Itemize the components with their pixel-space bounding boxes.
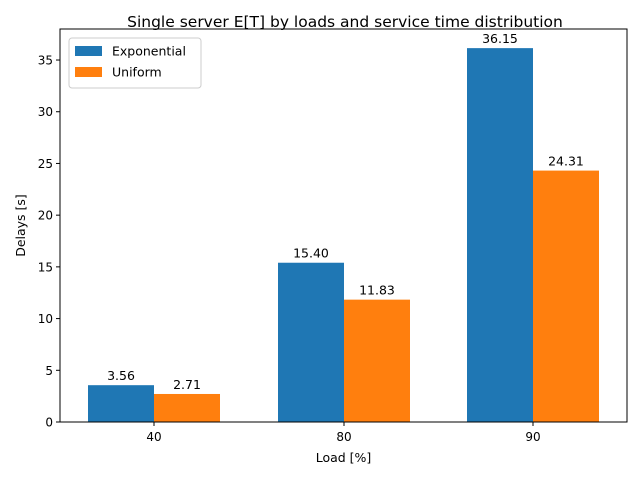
plot-area: 3.56 15.40 36.15 2.71 11.83 24.31 0 5 10 15 20 25 30… [38, 31, 599, 444]
x-tick-label-80: 80 [336, 430, 351, 444]
legend-label-exponential: Exponential [112, 44, 186, 59]
legend-swatch-uniform [75, 67, 102, 77]
y-tick-label-35: 35 [38, 54, 53, 68]
data-label-exponential-80: 15.40 [293, 246, 329, 261]
data-label-exponential-40: 3.56 [107, 368, 135, 383]
x-axis-label: Load [%] [316, 450, 372, 465]
bar-exponential-90 [467, 48, 533, 422]
y-axis-label: Delays [s] [13, 194, 28, 257]
bar-uniform-40 [154, 393, 220, 422]
chart-title: Single server E[T] by loads and service … [127, 13, 563, 31]
data-label-uniform-80: 11.83 [359, 283, 395, 298]
data-label-exponential-90: 36.15 [482, 31, 518, 46]
y-tick-label-5: 5 [45, 364, 53, 378]
data-label-uniform-90: 24.31 [548, 154, 584, 169]
legend-label-uniform: Uniform [112, 65, 162, 80]
plot-frame [59, 28, 628, 423]
y-tick-label-30: 30 [38, 105, 53, 119]
y-tick-label-25: 25 [38, 157, 53, 171]
x-tick-label-40: 40 [146, 430, 161, 444]
x-tick-label-90: 90 [525, 430, 540, 444]
bar-uniform-80 [344, 299, 410, 422]
y-tick-label-20: 20 [38, 209, 53, 223]
bar-exponential-40 [88, 385, 154, 422]
y-tick-label-15: 15 [38, 260, 53, 274]
legend: Exponential Uniform [68, 37, 202, 89]
data-label-uniform-40: 2.71 [173, 377, 201, 392]
legend-swatch-exponential [75, 46, 102, 56]
y-tick-label-0: 0 [45, 416, 53, 430]
y-tick-label-10: 10 [38, 312, 53, 326]
bar-uniform-90 [533, 170, 599, 422]
bar-exponential-80 [278, 262, 344, 422]
